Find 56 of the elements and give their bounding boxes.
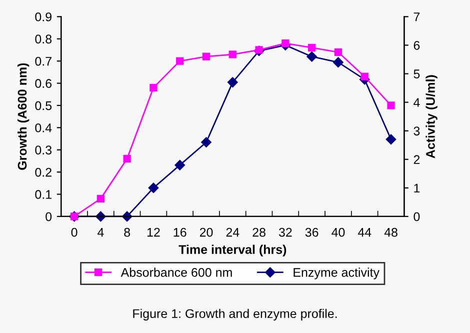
- x-tick-label: 40: [332, 228, 345, 237]
- y-tick-label: 0.7: [35, 56, 52, 66]
- point: [308, 44, 316, 52]
- y2-tick-label: 2: [414, 155, 420, 164]
- point: [202, 52, 210, 60]
- y2-tick-label: 7: [414, 12, 420, 22]
- point: [228, 50, 236, 58]
- x-tick-label: 8: [124, 228, 130, 237]
- x-tick-label: 48: [384, 228, 398, 237]
- legend-label: Absorbance 600 nm: [120, 268, 232, 277]
- y2-axis-title: Activity (U/ml): [426, 75, 438, 158]
- y2-tick-label: 3: [414, 126, 420, 136]
- y-axis-title: Growth (A600 nm): [17, 63, 30, 170]
- point: [148, 182, 159, 194]
- y2-tick-label: 6: [414, 40, 420, 50]
- caption: Figure 1: Growth and enzyme profile.: [133, 308, 337, 321]
- x-tick-label: 0: [71, 228, 78, 237]
- y-tick-label: 0: [46, 212, 52, 222]
- y-tick-label: 0.1: [35, 190, 52, 199]
- y-tick-label: 0.3: [35, 146, 52, 154]
- x-tick-label: 16: [174, 228, 186, 237]
- y-tick-label: 0.4: [35, 123, 52, 132]
- x-tick-label: 4: [98, 228, 104, 237]
- x-tick-label: 12: [147, 228, 160, 237]
- y-tick-label: 0.6: [35, 79, 52, 88]
- y-tick-label: 0.2: [35, 168, 52, 177]
- x-tick-label: 20: [200, 228, 213, 237]
- point: [333, 57, 344, 68]
- point: [176, 57, 184, 65]
- y2-tick-label: 4: [414, 98, 420, 107]
- x-axis-title: Time interval (hrs): [178, 244, 286, 256]
- point: [255, 46, 263, 54]
- point: [360, 72, 368, 80]
- y-tick-label: 0.9: [35, 12, 52, 22]
- point: [387, 102, 395, 110]
- x-tick-label: 36: [305, 228, 318, 237]
- x-tick-label: 24: [226, 228, 240, 237]
- legend-label: Enzyme activity: [294, 268, 380, 280]
- point: [334, 48, 342, 56]
- y2-tick-label: 0: [414, 212, 420, 222]
- point: [282, 39, 290, 48]
- point: [174, 160, 185, 170]
- point: [386, 134, 396, 144]
- y2-tick-label: 1: [414, 184, 420, 192]
- point: [123, 154, 131, 163]
- y2-tick-label: 5: [414, 70, 420, 78]
- x-tick-label: 44: [358, 228, 372, 237]
- y-tick-label: 0.5: [35, 101, 52, 110]
- y-tick-label: 0.8: [35, 34, 52, 44]
- x-tick-label: 32: [278, 228, 292, 237]
- point: [228, 77, 238, 88]
- point: [96, 194, 105, 203]
- x-tick-label: 28: [252, 228, 266, 237]
- point: [306, 51, 317, 62]
- point: [150, 84, 158, 92]
- point: [201, 137, 212, 148]
